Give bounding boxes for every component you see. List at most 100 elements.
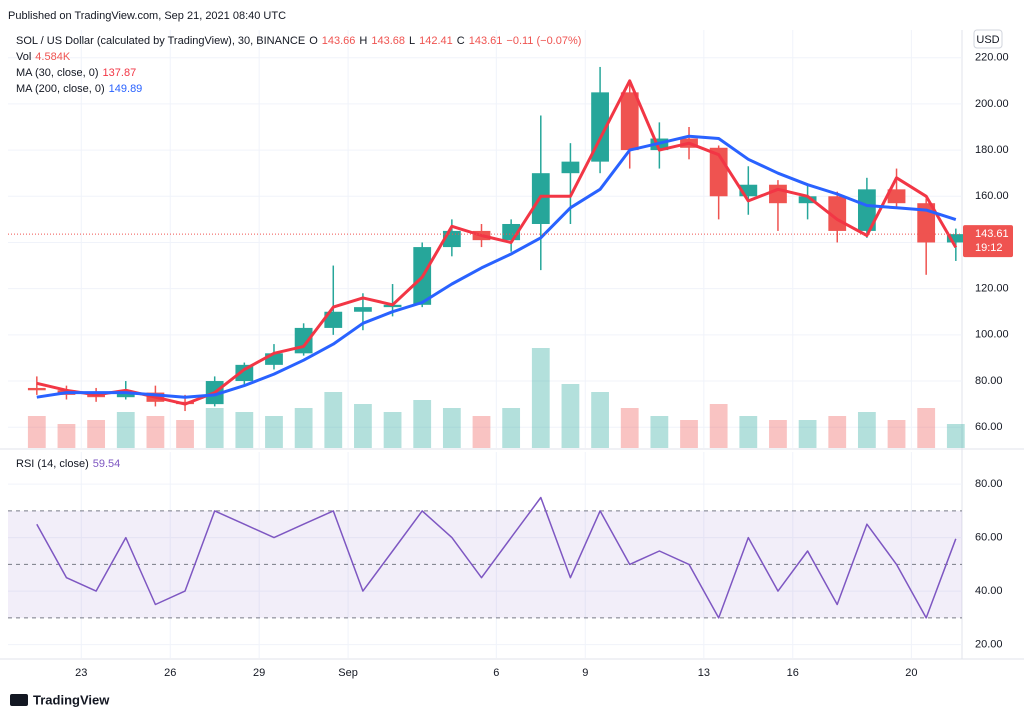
volume-bar: [116, 412, 135, 448]
x-tick-label: 16: [787, 667, 799, 679]
volume-bar: [146, 416, 165, 448]
volume-bar: [383, 412, 402, 448]
rsi-tick-label: 80.00: [975, 478, 1003, 490]
volume-bar: [709, 404, 728, 448]
y-tick-label: 60.00: [975, 421, 1003, 433]
ohlc-key: L: [409, 35, 415, 47]
volume-bar: [294, 408, 313, 448]
ohlc-key: O: [309, 35, 318, 47]
volume-bar: [442, 408, 461, 448]
currency: USD: [976, 34, 999, 46]
last-price-label: 143.61: [975, 228, 1009, 240]
candle-body: [235, 364, 254, 382]
rsi-tick-label: 40.00: [975, 585, 1003, 597]
y-tick-label: 180.00: [975, 144, 1009, 156]
volume-bar: [205, 408, 224, 448]
volume-bar: [354, 404, 372, 448]
legend-value: 137.87: [103, 67, 137, 79]
candle-body: [857, 189, 876, 231]
rsi-tick-label: 20.00: [975, 639, 1003, 651]
ohlc-key: C: [457, 35, 465, 47]
volume-bar: [27, 416, 46, 448]
candle-body: [561, 161, 580, 174]
x-tick-label: Sep: [338, 667, 358, 679]
change: −0.11 (−0.07%): [506, 35, 581, 47]
countdown: 19:12: [975, 242, 1003, 254]
candle-body: [946, 234, 965, 243]
rsi-line: [36, 496, 957, 619]
currency-box[interactable]: [973, 29, 1003, 49]
volume-bar: [946, 424, 965, 448]
x-tick-label: 26: [164, 667, 176, 679]
volume-bar: [857, 412, 876, 448]
volume-bar: [917, 408, 936, 448]
volume-bar: [57, 424, 76, 448]
candle-body: [620, 92, 639, 151]
ohlc-value: 142.41: [419, 35, 453, 47]
brand-logo: [10, 694, 28, 706]
volume-bar: [680, 420, 698, 448]
volume-bar: [739, 416, 758, 448]
candle-body: [27, 387, 46, 391]
volume-bar: [531, 348, 550, 448]
volume-bar: [650, 416, 669, 448]
volume-bar: [176, 420, 194, 448]
last-price-box: [963, 225, 1013, 258]
x-tick-label: 9: [582, 667, 588, 679]
ma-line: [36, 134, 957, 399]
x-tick-label: 23: [75, 667, 87, 679]
legend-value: 149.89: [109, 83, 143, 95]
volume-value: 4.584K: [35, 51, 71, 63]
volume-bar: [235, 412, 254, 448]
y-tick-label: 80.00: [975, 375, 1003, 387]
volume-bar: [413, 400, 432, 448]
published-title: Published on TradingView.com, Sep 21, 20…: [8, 10, 286, 22]
y-tick-label: 200.00: [975, 98, 1009, 110]
legend-row: MA (30, close, 0) 137.87: [16, 67, 136, 79]
candle-body: [354, 307, 372, 312]
y-tick-label: 120.00: [975, 283, 1009, 295]
legend-row: SOL / US Dollar (calculated by TradingVi…: [16, 35, 581, 47]
candle-body: [798, 196, 817, 204]
legend-entry: MA (200, close, 0): [16, 83, 105, 95]
brand: TradingView: [33, 692, 110, 707]
volume-bar: [502, 408, 521, 448]
rsi-value: 59.54: [93, 458, 121, 470]
y-tick-label: 160.00: [975, 190, 1009, 202]
volume-bar: [324, 392, 343, 448]
volume-bar: [769, 420, 787, 448]
x-tick-label: 20: [905, 667, 917, 679]
volume-bar: [87, 420, 106, 448]
rsi-tick-label: 60.00: [975, 532, 1003, 544]
volume-bar: [591, 392, 609, 448]
x-tick-label: 29: [253, 667, 265, 679]
ohlc-value: 143.68: [371, 35, 405, 47]
volume-bar: [798, 420, 817, 448]
candle-body: [116, 392, 135, 398]
volume-bar: [472, 416, 491, 448]
rsi-name: RSI (14, close): [16, 458, 89, 470]
candle-body: [739, 184, 758, 197]
legend-entry: MA (30, close, 0): [16, 67, 99, 79]
candle-body: [324, 311, 343, 328]
volume-bar: [828, 416, 847, 448]
candle-body: [769, 184, 787, 204]
volume-bar: [561, 384, 580, 448]
x-tick-label: 6: [493, 667, 499, 679]
ohlc-value: 143.66: [322, 35, 356, 47]
legend-row: Vol 4.584K: [16, 51, 71, 63]
candle-body: [265, 353, 283, 365]
candle-body: [294, 327, 313, 354]
x-tick-label: 13: [698, 667, 710, 679]
ohlc-key: H: [359, 35, 367, 47]
volume-bar: [265, 416, 283, 448]
candle-body: [887, 189, 906, 204]
volume-name: Vol: [16, 51, 31, 63]
y-tick-label: 220.00: [975, 52, 1009, 64]
ohlc-value: 143.61: [469, 35, 503, 47]
volume-bar: [887, 420, 906, 448]
symbol: SOL / US Dollar (calculated by TradingVi…: [16, 35, 305, 47]
y-tick-label: 100.00: [975, 329, 1009, 341]
ma-line: [36, 79, 958, 406]
